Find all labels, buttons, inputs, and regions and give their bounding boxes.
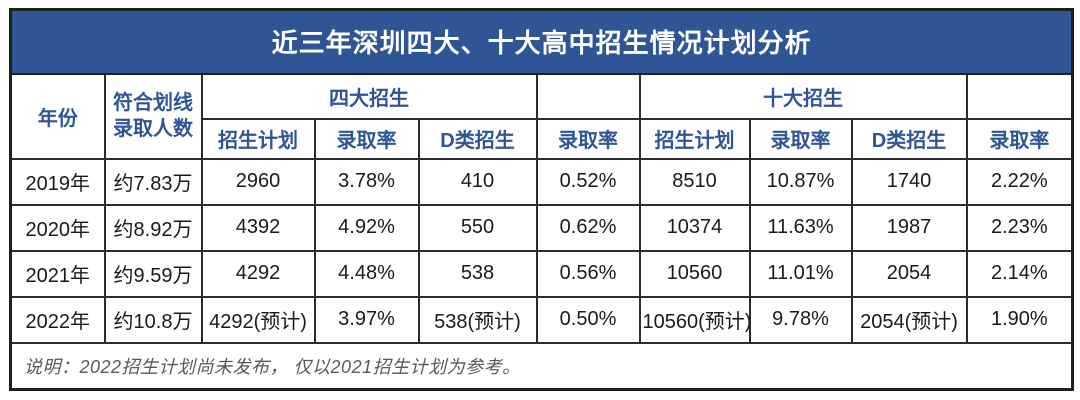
data-cell: 4.48% bbox=[313, 249, 420, 298]
table-row: 2022年 约10.8万 4292(预计) 3.97% 538(预计) 0.50% 1056… bbox=[9, 295, 1074, 344]
data-cell: 2054(预计) bbox=[850, 295, 968, 344]
column-header-ten-rate: 录取率 bbox=[748, 117, 853, 160]
data-cell: 2.14% bbox=[965, 249, 1074, 298]
data-cell: 2054 bbox=[850, 249, 968, 298]
column-header-qualified: 符合划线 录取人数 bbox=[103, 72, 203, 160]
empty-header-cell bbox=[535, 72, 641, 120]
data-cell: 538 bbox=[417, 249, 538, 298]
year-cell: 2019年 bbox=[9, 157, 106, 206]
qualified-cell: 约9.59万 bbox=[103, 249, 203, 298]
column-header-ten-plan: 招生计划 bbox=[638, 117, 751, 160]
data-cell: 3.78% bbox=[313, 157, 420, 206]
column-header-four-plan: 招生计划 bbox=[200, 117, 316, 160]
header-sub-row: 招生计划 录取率 D类招生 录取率 招生计划 录取率 D类招生 录取率 bbox=[11, 117, 1074, 160]
column-header-four-drate: 录取率 bbox=[535, 117, 641, 160]
table-body: 2019年 约7.83万 2960 3.78% 410 0.52% 8510 10.87% 17… bbox=[9, 157, 1074, 344]
data-cell: 1987 bbox=[850, 203, 968, 252]
footnote: 说明：2022招生计划尚未发布， 仅以2021招生计划为参考。 bbox=[9, 341, 1074, 391]
qualified-line-1: 符合划线 bbox=[113, 92, 193, 114]
note-row: 说明：2022招生计划尚未发布， 仅以2021招生计划为参考。 bbox=[9, 341, 1074, 391]
data-cell: 0.56% bbox=[535, 249, 641, 298]
data-cell: 1.90% bbox=[965, 295, 1074, 344]
column-header-ten-dclass: D类招生 bbox=[850, 117, 968, 160]
data-cell: 538(预计) bbox=[417, 295, 538, 344]
header-group-row: 年份 符合划线 录取人数 四大招生 十大招生 bbox=[9, 72, 1074, 160]
year-cell: 2021年 bbox=[9, 249, 106, 298]
year-cell: 2020年 bbox=[9, 203, 106, 252]
qualified-cell: 约8.92万 bbox=[103, 203, 203, 252]
data-cell: 10.87% bbox=[748, 157, 853, 206]
data-cell: 10560 bbox=[638, 249, 751, 298]
data-cell: 550 bbox=[417, 203, 538, 252]
data-cell: 9.78% bbox=[748, 295, 853, 344]
title-row: 近三年深圳四大、十大高中招生情况计划分析 bbox=[9, 8, 1074, 75]
group-header-four: 四大招生 bbox=[200, 72, 538, 120]
table-title: 近三年深圳四大、十大高中招生情况计划分析 bbox=[9, 8, 1074, 75]
data-cell: 8510 bbox=[638, 157, 751, 206]
data-cell: 4292 bbox=[200, 249, 316, 298]
enrollment-table: 近三年深圳四大、十大高中招生情况计划分析 年份 符合划线 录取人数 四大招生 十… bbox=[9, 8, 1075, 391]
data-cell: 1740 bbox=[850, 157, 968, 206]
empty-header-cell bbox=[965, 72, 1074, 120]
data-cell: 10560(预计) bbox=[638, 295, 751, 344]
group-header-ten: 十大招生 bbox=[638, 72, 968, 120]
data-cell: 11.01% bbox=[748, 249, 853, 298]
data-cell: 4392 bbox=[200, 203, 316, 252]
data-cell: 0.52% bbox=[535, 157, 641, 206]
column-header-year: 年份 bbox=[9, 72, 106, 160]
data-cell: 4292(预计) bbox=[200, 295, 316, 344]
column-header-four-dclass: D类招生 bbox=[417, 117, 538, 160]
data-cell: 3.97% bbox=[313, 295, 420, 344]
qualified-line-2: 录取人数 bbox=[113, 118, 193, 140]
qualified-cell: 约10.8万 bbox=[103, 295, 203, 344]
data-cell: 0.62% bbox=[535, 203, 641, 252]
data-cell: 0.50% bbox=[535, 295, 641, 344]
data-cell: 4.92% bbox=[313, 203, 420, 252]
column-header-four-rate: 录取率 bbox=[313, 117, 420, 160]
column-header-ten-drate: 录取率 bbox=[965, 117, 1074, 160]
table-row: 2021年 约9.59万 4292 4.48% 538 0.56% 10560 11.01% 2… bbox=[9, 249, 1074, 298]
data-cell: 410 bbox=[417, 157, 538, 206]
table-row: 2019年 约7.83万 2960 3.78% 410 0.52% 8510 10.87% 17… bbox=[9, 157, 1074, 206]
year-cell: 2022年 bbox=[9, 295, 106, 344]
data-cell: 11.63% bbox=[748, 203, 853, 252]
data-cell: 2960 bbox=[200, 157, 316, 206]
data-cell: 10374 bbox=[638, 203, 751, 252]
table-row: 2020年 约8.92万 4392 4.92% 550 0.62% 10374 11.63% 1… bbox=[9, 203, 1074, 252]
data-cell: 2.22% bbox=[965, 157, 1074, 206]
qualified-cell: 约7.83万 bbox=[103, 157, 203, 206]
data-cell: 2.23% bbox=[965, 203, 1074, 252]
